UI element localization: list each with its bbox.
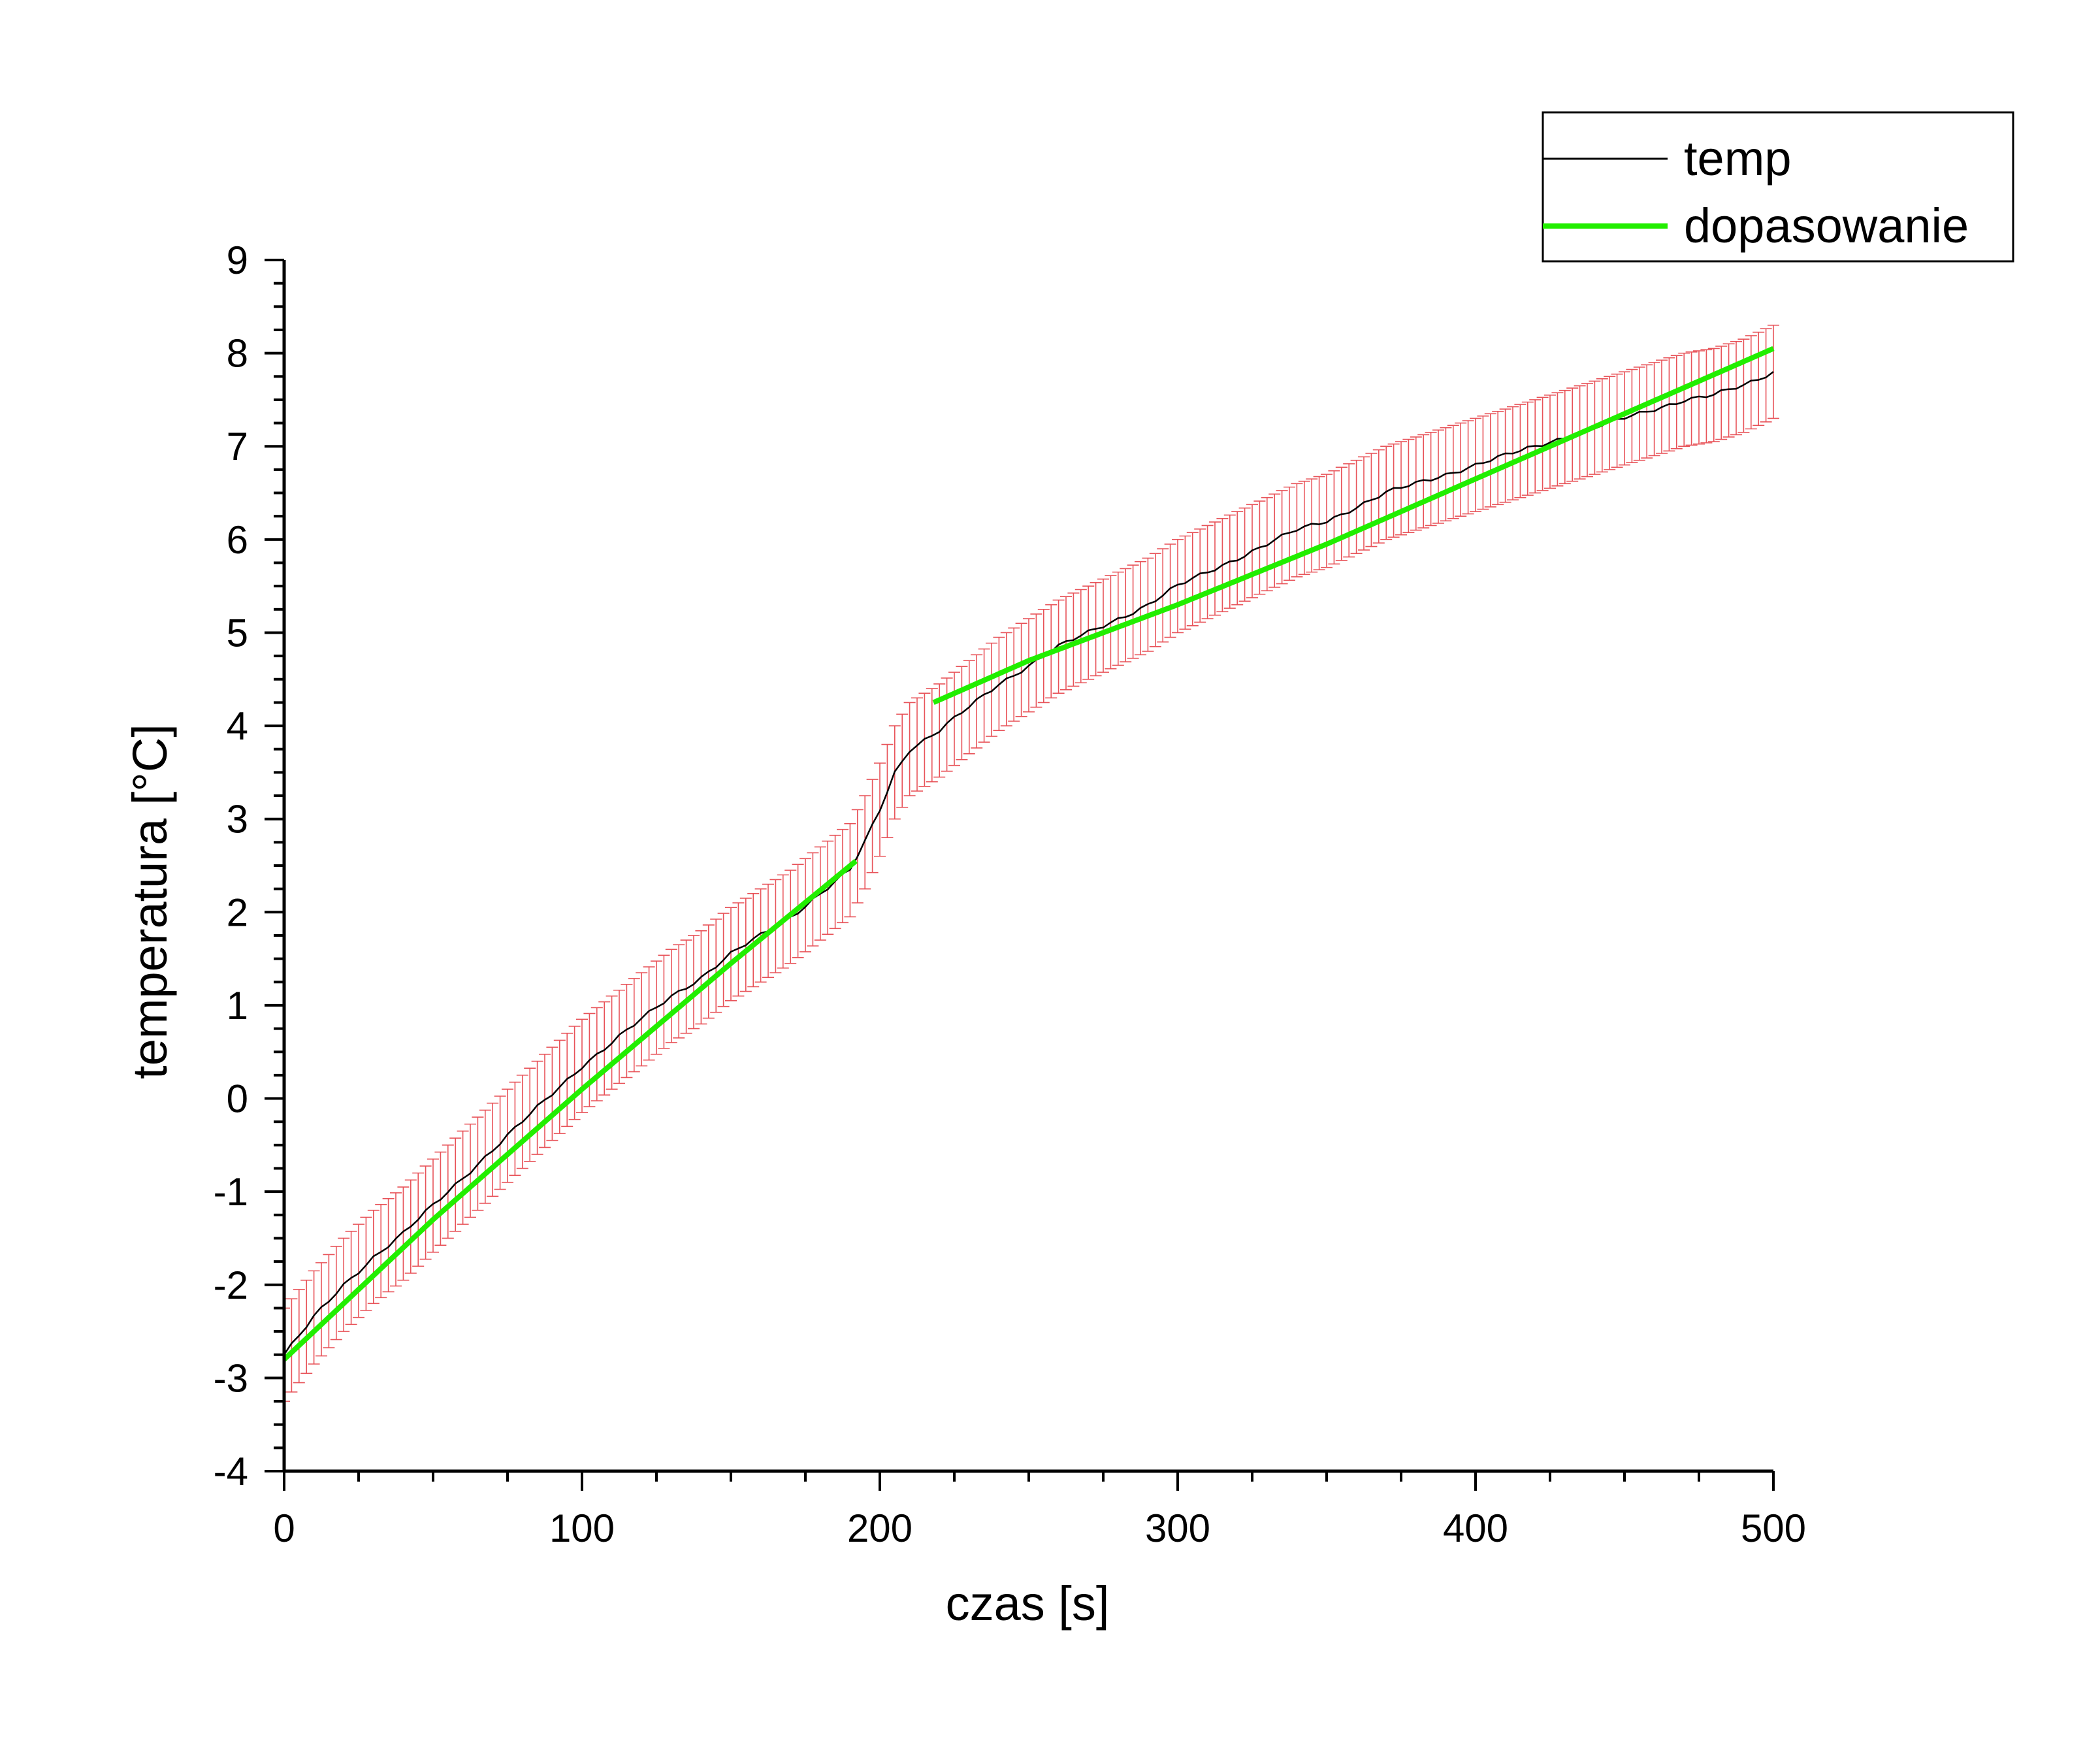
- y-tick-label: 8: [227, 332, 248, 376]
- legend-label-temp: temp: [1684, 131, 1792, 186]
- x-tick-label: 200: [847, 1506, 913, 1550]
- y-tick-label: 7: [227, 425, 248, 468]
- y-tick-label: 9: [227, 238, 248, 282]
- y-tick-label: 1: [227, 984, 248, 1028]
- legend-box: [1542, 111, 2014, 263]
- x-tick-label: 400: [1443, 1506, 1508, 1550]
- error-bars-group: [278, 325, 1779, 1402]
- y-tick-label: -3: [214, 1356, 248, 1400]
- series-line-temp: [283, 371, 1774, 1356]
- x-tick-label: 300: [1145, 1506, 1210, 1550]
- x-tick-label: 100: [549, 1506, 615, 1550]
- y-tick-label: 0: [227, 1077, 248, 1121]
- y-tick-label: -4: [214, 1450, 248, 1493]
- y-tick-label: 3: [227, 798, 248, 841]
- y-tick-label: -1: [214, 1170, 248, 1214]
- series-group: [282, 346, 1775, 1361]
- y-tick-label: 6: [227, 518, 248, 562]
- y-tick-label: -2: [214, 1263, 248, 1307]
- y-axis-label: temperatura [°C]: [123, 724, 177, 1079]
- y-tick-label: 5: [227, 611, 248, 655]
- series-line-dopasowanie: [282, 858, 858, 1361]
- legend: temp dopasowanie: [1542, 111, 2014, 263]
- legend-label-dopasowanie: dopasowanie: [1684, 199, 1969, 253]
- y-tick-label: 2: [227, 890, 248, 934]
- x-tick-label: 500: [1741, 1506, 1806, 1550]
- x-tick-label: 0: [273, 1506, 295, 1550]
- x-axis-label: czas [s]: [946, 1576, 1110, 1631]
- series-line-dopasowanie: [932, 346, 1775, 706]
- ticks-group: 0 100 200 300 400 500 -4 -3 -2 -1 0 1 2 3 4 5 6 7 8 9: [214, 238, 1806, 1550]
- y-tick-label: 4: [227, 704, 248, 748]
